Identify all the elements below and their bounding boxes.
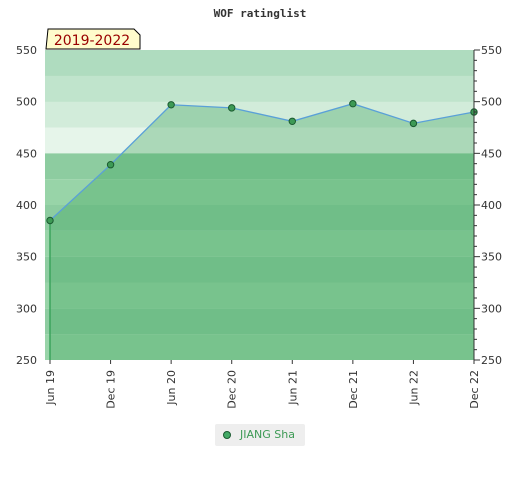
x-tick-label: Jun 22 bbox=[407, 370, 420, 406]
series-area bbox=[50, 103, 474, 360]
y-tick-label-right: 350 bbox=[481, 251, 502, 264]
x-tick-label: Dec 22 bbox=[468, 370, 481, 409]
x-tick-label: Jun 21 bbox=[286, 370, 299, 406]
legend-series-name: JIANG Sha bbox=[240, 428, 295, 441]
y-tick-label-left: 300 bbox=[16, 302, 37, 315]
legend: JIANG Sha bbox=[215, 424, 305, 446]
data-point bbox=[409, 119, 418, 128]
y-tick-label-right: 250 bbox=[481, 354, 502, 367]
y-tick-label-left: 550 bbox=[16, 44, 37, 57]
background-band bbox=[45, 256, 474, 283]
data-point bbox=[167, 101, 175, 109]
background-band bbox=[45, 308, 474, 335]
background-band bbox=[45, 282, 474, 309]
legend-marker bbox=[223, 431, 231, 439]
x-tick-label: Jun 19 bbox=[44, 370, 57, 406]
marker-layer bbox=[46, 100, 478, 225]
y-tick-label-right: 450 bbox=[481, 147, 502, 160]
y-tick-label-right: 400 bbox=[481, 199, 502, 212]
y-axis-left: 250 300 350 400 450 500 550 bbox=[16, 44, 37, 367]
y-tick-label-left: 350 bbox=[16, 251, 37, 264]
background-band bbox=[45, 153, 474, 180]
data-point bbox=[46, 216, 54, 225]
x-tick-label: Dec 20 bbox=[226, 370, 239, 409]
data-point bbox=[228, 104, 236, 112]
x-axis: Jun 19 Dec 19 Jun 20 Dec 20 Jun 21 Dec 21 Jun … bbox=[44, 360, 481, 409]
background-band bbox=[45, 230, 474, 257]
chart-title: WOF ratinglist bbox=[214, 7, 307, 20]
background-band-light bbox=[45, 50, 474, 76]
line-layer bbox=[49, 103, 475, 221]
data-point bbox=[349, 100, 357, 108]
background-band-light bbox=[45, 75, 474, 102]
data-point bbox=[288, 117, 296, 126]
series-line bbox=[49, 103, 475, 221]
y-axis-right: 250 300 350 400 450 500 550 bbox=[473, 44, 502, 367]
y-tick-label-right: 300 bbox=[481, 302, 502, 315]
data-point bbox=[106, 161, 115, 169]
background-bands bbox=[45, 50, 474, 360]
y-tick-label-left: 250 bbox=[16, 354, 37, 367]
background-band bbox=[45, 205, 474, 231]
x-tick-label: Dec 21 bbox=[347, 370, 360, 409]
period-label: 2019-2022 bbox=[54, 33, 130, 49]
y-tick-label-right: 500 bbox=[481, 96, 502, 109]
x-tick-label: Jun 20 bbox=[165, 370, 178, 406]
period-label-box: 2019-2022 bbox=[45, 28, 141, 50]
background-band-light bbox=[45, 127, 474, 154]
y-tick-label-left: 500 bbox=[16, 96, 37, 109]
y-tick-label-right: 550 bbox=[481, 44, 502, 57]
area-layer bbox=[49, 103, 474, 360]
y-tick-label-left: 450 bbox=[16, 147, 37, 160]
y-tick-label-left: 400 bbox=[16, 199, 37, 212]
background-band bbox=[45, 334, 474, 360]
x-tick-label: Dec 19 bbox=[105, 370, 118, 409]
period-label-background bbox=[45, 28, 141, 50]
background-band bbox=[45, 179, 474, 205]
